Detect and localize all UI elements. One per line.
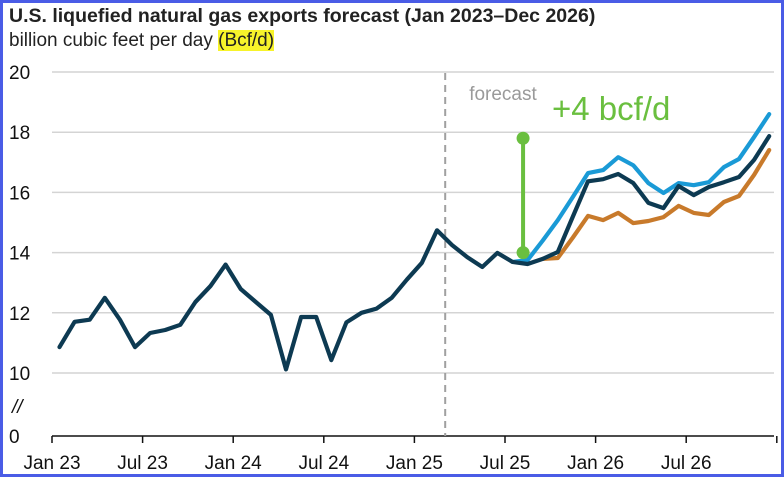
series-line-1 xyxy=(510,111,772,264)
forecast-label: forecast xyxy=(469,84,537,105)
y-tick-label: 20 xyxy=(9,63,30,84)
chart-subtitle: billion cubic feet per day (Bcf/d) xyxy=(9,30,275,52)
subtitle-units: billion cubic feet per day xyxy=(9,30,219,51)
axis-break-mark: // xyxy=(10,397,24,418)
x-axis: Jan 23 Jul 23 Jan 24 Jul 24 Jan 25 Jul 25 Jan … xyxy=(23,435,778,474)
annotation-dot-bottom xyxy=(516,246,530,260)
series-lines xyxy=(57,111,772,372)
annotation-dot-top xyxy=(516,131,530,145)
y-tick-label: 0 xyxy=(9,427,20,448)
y-tick-label: 16 xyxy=(9,183,30,204)
forecast-divider: forecast xyxy=(444,73,538,436)
y-tick-label: 12 xyxy=(9,304,30,325)
x-tick-label: Jul 26 xyxy=(661,453,712,474)
gridlines xyxy=(52,71,774,374)
y-axis-ticks: 0 10 12 14 16 18 20 // xyxy=(9,63,31,448)
x-tick-label: Jan 25 xyxy=(386,453,443,474)
chart-title: U.S. liquefied natural gas exports forec… xyxy=(9,5,596,27)
x-tick-label: Jul 25 xyxy=(480,453,531,474)
annotation: +4 bcf/d xyxy=(516,90,670,260)
x-tick-label: Jan 23 xyxy=(23,453,80,474)
annotation-label: +4 bcf/d xyxy=(552,90,670,127)
y-tick-label: 10 xyxy=(9,364,30,385)
x-tick-label: Jan 26 xyxy=(567,453,624,474)
subtitle-highlight: (Bcf/d) xyxy=(218,30,275,51)
series-line-0 xyxy=(57,134,772,372)
x-tick-label: Jul 24 xyxy=(298,453,349,474)
y-tick-label: 18 xyxy=(9,123,30,144)
x-tick-label: Jul 23 xyxy=(117,453,168,474)
y-tick-label: 14 xyxy=(9,244,31,265)
x-tick-label: Jan 24 xyxy=(205,453,262,474)
series-line-2 xyxy=(540,147,772,261)
